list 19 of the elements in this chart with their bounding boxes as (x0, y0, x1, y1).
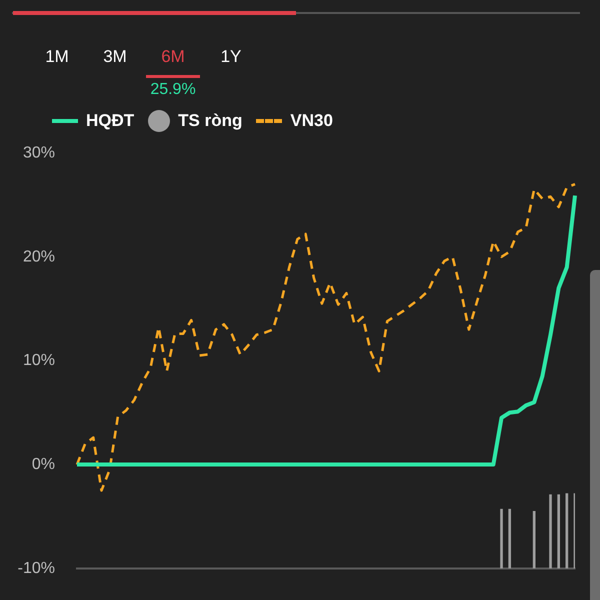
y-tick-label: 30% (22, 144, 55, 162)
bar (500, 508, 503, 568)
bar (508, 508, 512, 568)
text: 1Y (220, 47, 242, 66)
legend-label: TS ròng (178, 111, 242, 131)
text: 3M (103, 47, 127, 66)
y-tick-label: 10% (22, 352, 55, 370)
text: 25.9% (149, 81, 197, 99)
text: 1M (45, 47, 69, 66)
legend-label: HQĐT (86, 111, 134, 131)
bar (532, 510, 536, 568)
y-tick-label: -10% (18, 560, 55, 577)
y-tick-label: 0% (32, 456, 55, 473)
bar (549, 494, 552, 568)
y-tick-label: 20% (22, 248, 55, 266)
legend-label: VN30 (290, 111, 333, 131)
bar (566, 493, 568, 568)
text: 6M (161, 47, 185, 66)
bar (557, 494, 560, 568)
